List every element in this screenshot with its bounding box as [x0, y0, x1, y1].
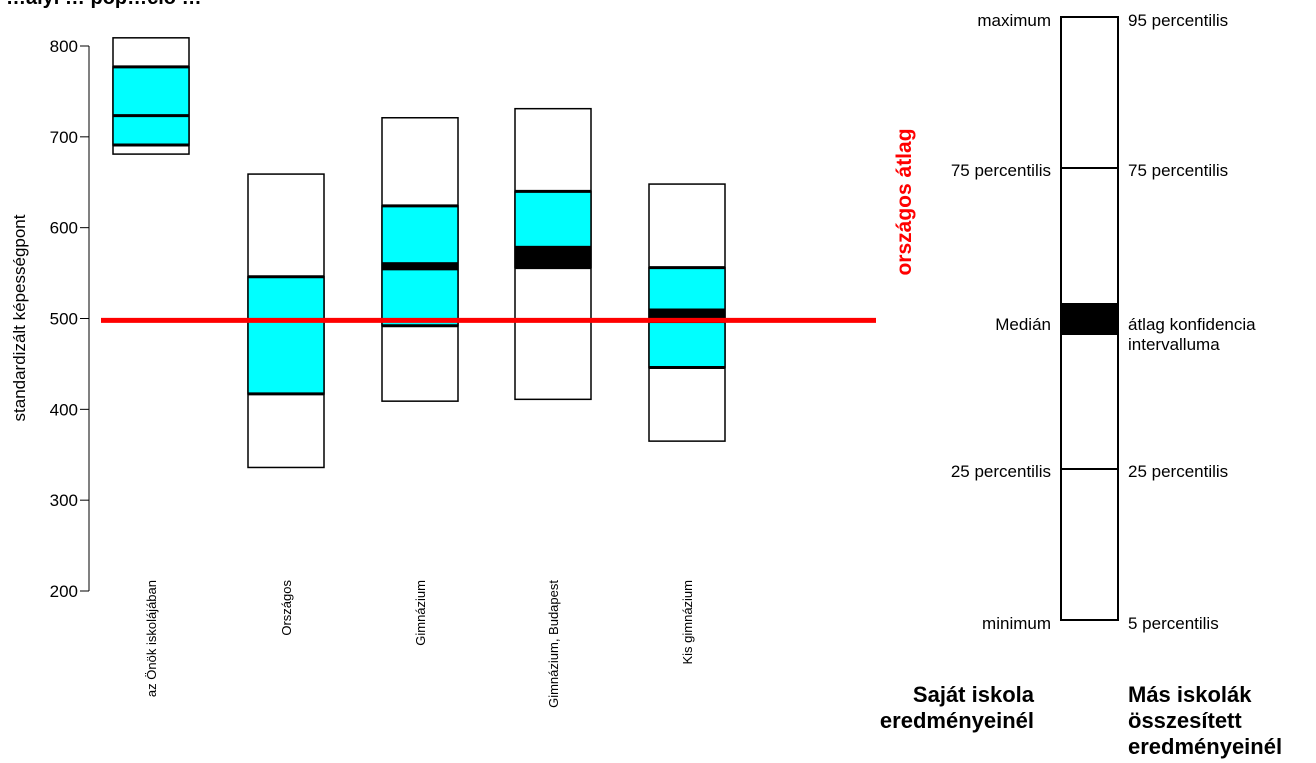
chart-title: …ályi … pop…ció … [6, 0, 202, 9]
legend-ci-band [1061, 303, 1118, 335]
legend-p95-label: 95 percentilis [1128, 11, 1228, 30]
caption-own-school-line2: eredményeinél [880, 708, 1034, 733]
legend-right-p75-label: 75 percentilis [1128, 161, 1228, 180]
caption-own-school-line1: Saját iskola [913, 682, 1035, 707]
legend-p5-label: 5 percentilis [1128, 614, 1219, 633]
y-tick-label: 400 [50, 400, 78, 419]
box-4 [514, 107, 592, 401]
legend-maximum-label: maximum [977, 11, 1051, 30]
box-confidence-interval [382, 262, 458, 271]
box-interquartile [247, 275, 325, 395]
y-tick-label: 200 [50, 582, 78, 601]
box-confidence-interval [515, 245, 591, 267]
y-tick-label: 800 [50, 37, 78, 56]
y-tick-label: 500 [50, 310, 78, 329]
legend-left-p75-label: 75 percentilis [951, 161, 1051, 180]
category-label: Gimnázium [413, 580, 428, 646]
legend-left-p25-label: 25 percentilis [951, 462, 1051, 481]
legend-right-p25-label: 25 percentilis [1128, 462, 1228, 481]
national-average-label: országos átlag [893, 128, 916, 275]
legend-minimum-label: minimum [982, 614, 1051, 633]
box-3 [381, 117, 459, 402]
y-tick-label: 300 [50, 491, 78, 510]
y-ticks: 200 300 400 500 600 700 800 [50, 37, 89, 601]
caption-other-schools-line3: eredményeinél [1128, 734, 1282, 759]
legend-ci-label-line1: átlag konfidencia [1128, 315, 1256, 334]
category-label: Kis gimnázium [680, 580, 695, 665]
box-plot-group [112, 37, 726, 469]
legend-ci-label-line2: intervalluma [1128, 335, 1220, 354]
caption-other-schools-line2: összesített [1128, 708, 1242, 733]
y-tick-label: 600 [50, 219, 78, 238]
box-1 [112, 37, 190, 155]
category-label: az Önök iskolájában [144, 580, 159, 697]
caption-other-schools-line1: Más iskolák [1128, 682, 1252, 707]
y-axis-label: standardizált képességpont [10, 214, 29, 421]
y-tick-label: 700 [50, 128, 78, 147]
legend-median-label: Medián [995, 315, 1051, 334]
legend: maximum 75 percentilis Medián 25 percent… [880, 11, 1282, 759]
category-label: Országos [279, 580, 294, 636]
category-labels: az Önök iskolájában Országos Gimnázium Gimn… [144, 580, 695, 708]
category-label: Gimnázium, Budapest [546, 580, 561, 708]
box-interquartile [112, 66, 190, 146]
box-5 [648, 183, 726, 442]
